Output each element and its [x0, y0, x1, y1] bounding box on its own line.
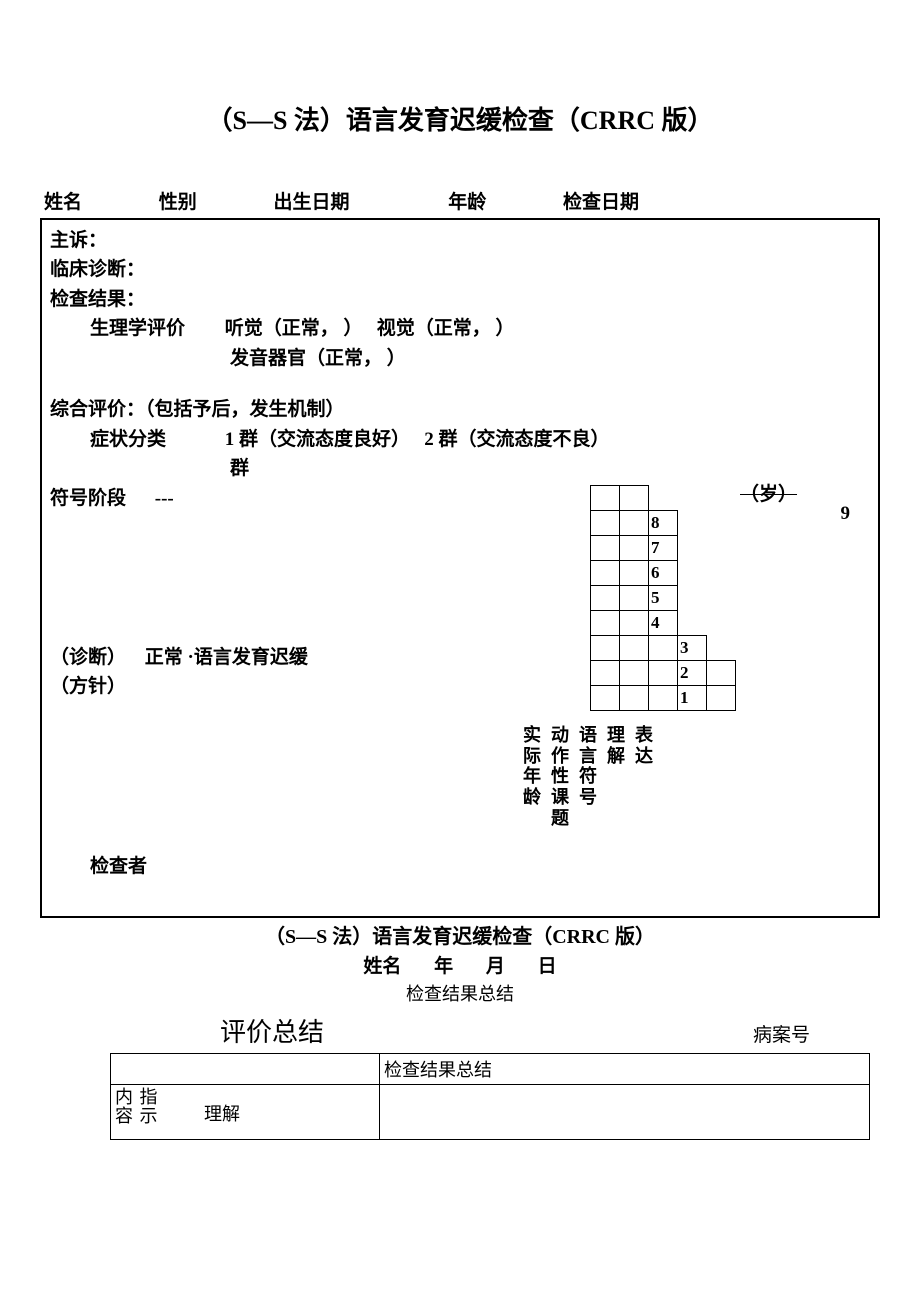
col-lang-symbol: 语 言 符 号 — [574, 725, 602, 828]
page-title: （S—S 法）语言发育迟缓检查（CRRC 版） — [40, 100, 880, 137]
case-no-label: 病案号 — [753, 1020, 810, 1047]
footer-day: 日 — [538, 956, 557, 977]
dob-label: 出生日期 — [274, 187, 444, 214]
symbol-stage-dashes: --- — [155, 488, 174, 509]
patient-header: 姓名 性别 出生日期 年龄 检查日期 — [40, 187, 880, 218]
understand-label: 理解 — [204, 1100, 240, 1126]
summary-header-cell: 检查结果总结 — [380, 1054, 870, 1085]
articulator-row: 发音器官（正常， ） — [50, 344, 870, 373]
main-box: 主诉： 临床诊断： 检查结果： 生理学评价 听觉（正常， ） 视觉（正常， ） … — [40, 218, 880, 918]
age-label: 年龄 — [448, 187, 558, 214]
symbol-stage-label: 符号阶段 — [50, 484, 150, 513]
physio-label: 生理学评价 — [90, 314, 220, 343]
col-real-age: 实 际 年 龄 — [518, 725, 546, 828]
col-understand: 理 解 — [602, 725, 630, 828]
col-action-task: 动 作 性 课 题 — [546, 725, 574, 828]
content-vertical: 内 容 — [115, 1088, 133, 1126]
y-4: 4 — [649, 611, 678, 636]
dx-label: （诊断） — [50, 643, 140, 672]
y-6: 6 — [649, 561, 678, 586]
eval-title: 评价总结 — [110, 1012, 753, 1049]
vision-value: 视觉（正常， ） — [377, 318, 515, 339]
indicate-vertical: 指 示 — [140, 1088, 158, 1126]
summary-label: 检查结果总结 — [40, 980, 880, 1006]
physio-row: 生理学评价 听觉（正常， ） 视觉（正常， ） — [50, 314, 870, 343]
y-8: 8 — [649, 511, 678, 536]
name-label: 姓名 — [44, 187, 154, 214]
y-7: 7 — [649, 536, 678, 561]
footer-title-repeat: （S—S 法）语言发育迟缓检查（CRRC 版） — [40, 920, 880, 949]
group1: 1 群（交流态度良好） — [225, 429, 410, 450]
footer-date-row: 姓名 年 月 日 — [40, 951, 880, 978]
overall-eval: 综合评价：（包括予后，发生机制） — [50, 395, 870, 424]
age-chart: （岁） 9 8 7 6 5 4 3 2 1 实 际 年 龄 — [590, 485, 850, 828]
footer-year: 年 — [434, 956, 453, 977]
chart-value-9: 9 — [841, 503, 851, 525]
hearing-value: 听觉（正常， ） — [225, 318, 363, 339]
symptom-class-label: 症状分类 — [90, 425, 220, 454]
group2: 2 群（交流态度不良） — [424, 429, 609, 450]
clinical-diagnosis: 临床诊断： — [50, 255, 870, 284]
symptom-class-row: 症状分类 1 群（交流态度良好） 2 群（交流态度不良） — [50, 425, 870, 454]
y-3: 3 — [678, 636, 707, 661]
examiner-label: 检查者 — [50, 852, 870, 881]
eval-row: 评价总结 病案号 — [40, 1012, 880, 1049]
y-1: 1 — [678, 686, 707, 711]
chart-grid: 8 7 6 5 4 3 2 1 — [590, 485, 736, 711]
chief-complaint: 主诉： — [50, 226, 870, 255]
y-5: 5 — [649, 586, 678, 611]
summary-table: 检查结果总结 内 容 指 示 理解 — [110, 1053, 870, 1140]
col-express: 表 达 — [630, 725, 658, 828]
exam-result-label: 检查结果： — [50, 285, 870, 314]
footer-month: 月 — [486, 956, 505, 977]
chart-col-labels: 实 际 年 龄 动 作 性 课 题 语 言 符 号 — [518, 725, 850, 828]
dx-value: 正常 ·语言发育迟缓 — [145, 647, 308, 668]
sex-label: 性别 — [159, 187, 269, 214]
age-unit: （岁） — [740, 479, 797, 506]
y-2: 2 — [678, 661, 707, 686]
footer-name-label: 姓名 — [363, 956, 401, 977]
exam-date-label: 检查日期 — [563, 187, 639, 214]
